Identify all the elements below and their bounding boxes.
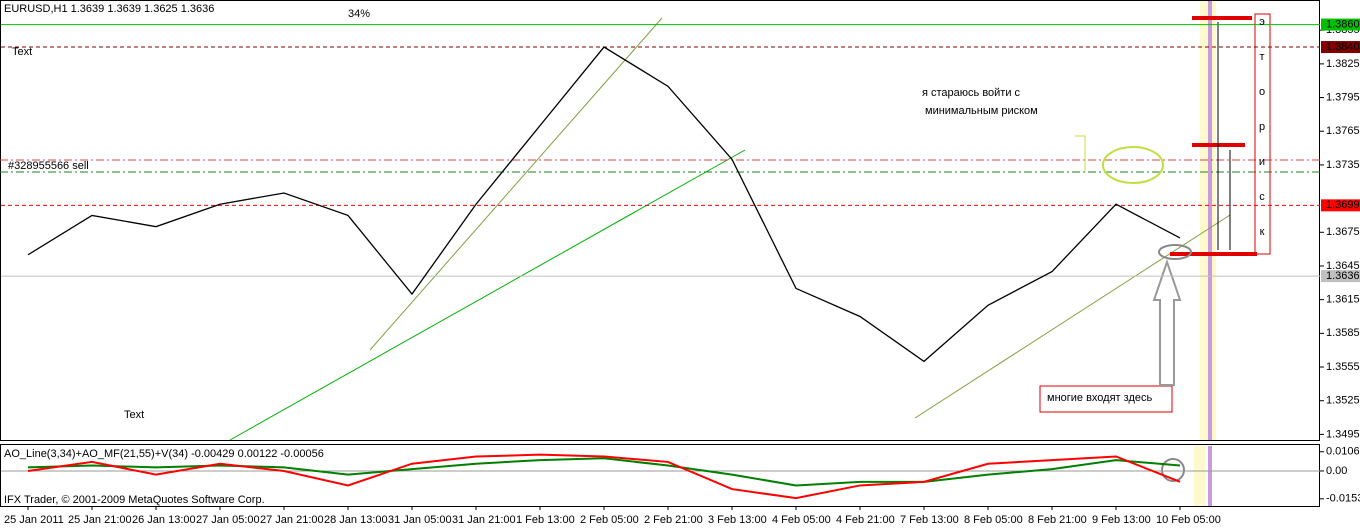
side-letter: т xyxy=(1259,51,1264,63)
highlight-ellipse xyxy=(1102,146,1164,184)
side-letter: э xyxy=(1259,16,1265,28)
note: минимальным риском xyxy=(925,105,1038,117)
trend-line xyxy=(914,214,1231,419)
x-tick-label: 8 Feb 21:00 xyxy=(1028,514,1087,526)
side-box xyxy=(1254,13,1271,255)
y-tick-label: 1.3675 xyxy=(1326,226,1360,238)
x-tick-label: 25 Jan 21:00 xyxy=(68,514,132,526)
level-label-bg xyxy=(1321,199,1360,212)
side-letter: с xyxy=(1259,191,1265,203)
trend-line xyxy=(369,17,663,351)
x-tick-label: 25 Jan 2011 xyxy=(4,514,64,526)
x-tick-label: 31 Jan 05:00 xyxy=(388,514,452,526)
chart-title: AO_Line(3,34)+AO_MF(21,55)+V(34) -0.0042… xyxy=(4,448,324,460)
level-label: 1.3840 xyxy=(1326,41,1360,53)
indicator-chart: 0.01062 0.00 -0.01538 AO_Line(3,34)+AO_MF(2… xyxy=(1,446,1360,505)
entry-box xyxy=(1039,385,1173,413)
y-tick-label: 1.3825 xyxy=(1326,58,1360,70)
series-line xyxy=(27,457,1181,487)
text-label: Text xyxy=(124,409,144,421)
entry-label: многие входят здесь xyxy=(1047,392,1152,404)
y-tick-label: 1.3795 xyxy=(1326,91,1360,103)
note: я стараюсь войти с xyxy=(922,87,1021,99)
x-tick-label: 27 Jan 05:00 xyxy=(196,514,260,526)
percent: 34% xyxy=(348,8,370,20)
price-chart: 1.38551.38251.37951.37651.37351.36751.36… xyxy=(1,3,1360,440)
series-line xyxy=(27,453,1181,500)
x-tick-label: 2 Feb 05:00 xyxy=(580,514,639,526)
y-tick-label: 1.3645 xyxy=(1326,260,1360,272)
x-tick-label: 26 Jan 13:00 xyxy=(132,514,196,526)
level-label-bg xyxy=(1321,41,1360,54)
x-tick-label: 1 Feb 13:00 xyxy=(516,514,575,526)
side-letter: и xyxy=(1259,156,1265,168)
x-tick-label: 28 Jan 13:00 xyxy=(324,514,388,526)
level-label: 1.3860 xyxy=(1326,18,1360,30)
big-arrow xyxy=(1152,258,1182,386)
series-line xyxy=(27,46,1181,363)
level-label-bg xyxy=(1321,270,1360,283)
main-panel xyxy=(0,0,1320,441)
x-tick-label: 3 Feb 13:00 xyxy=(708,514,767,526)
callout xyxy=(1075,135,1086,172)
level-label: 1.3636 xyxy=(1326,270,1360,282)
y-tick-label: 1.3615 xyxy=(1326,294,1360,306)
y-tick-label: 0.00 xyxy=(1326,465,1347,477)
highlight-ellipse xyxy=(1161,458,1185,482)
trend-line xyxy=(229,149,746,441)
y-tick-label: 1.3525 xyxy=(1326,395,1360,407)
x-tick-label: 7 Feb 13:00 xyxy=(900,514,959,526)
x-tick-label: 10 Feb 05:00 xyxy=(1156,514,1221,526)
text-label: Text xyxy=(12,46,32,58)
x-tick-label: 9 Feb 13:00 xyxy=(1092,514,1151,526)
indicator-panel xyxy=(0,444,1320,507)
side-letter: о xyxy=(1259,86,1265,98)
highlight-ellipse xyxy=(1158,244,1192,260)
footer: IFX Trader, © 2001-2009 MetaQuotes Softw… xyxy=(4,494,265,506)
level-label: 1.3699 xyxy=(1326,199,1360,211)
y-tick-label: 1.3555 xyxy=(1326,361,1360,373)
side-letter: к xyxy=(1260,226,1265,238)
y-tick-label: 1.3735 xyxy=(1326,159,1360,171)
y-tick-label: 1.3585 xyxy=(1326,327,1360,339)
y-tick-label: -0.01538 xyxy=(1326,493,1360,505)
side-letter: р xyxy=(1259,121,1265,133)
x-tick-label: 27 Jan 21:00 xyxy=(260,514,324,526)
x-tick-label: 31 Jan 21:00 xyxy=(452,514,516,526)
x-tick-label: 4 Feb 21:00 xyxy=(836,514,895,526)
level-label-bg xyxy=(1321,18,1360,31)
x-tick-label: 2 Feb 21:00 xyxy=(644,514,703,526)
x-tick-label: 8 Feb 05:00 xyxy=(964,514,1023,526)
y-tick-label: 0.01062 xyxy=(1326,446,1360,458)
y-tick-label: 1.3765 xyxy=(1326,125,1360,137)
chart-title: EURUSD,H1 1.3639 1.3639 1.3625 1.3636 xyxy=(4,3,214,15)
x-tick-label: 4 Feb 05:00 xyxy=(772,514,831,526)
order-label: #328955566 sell xyxy=(8,160,89,172)
y-tick-label: 1.3495 xyxy=(1326,428,1360,440)
